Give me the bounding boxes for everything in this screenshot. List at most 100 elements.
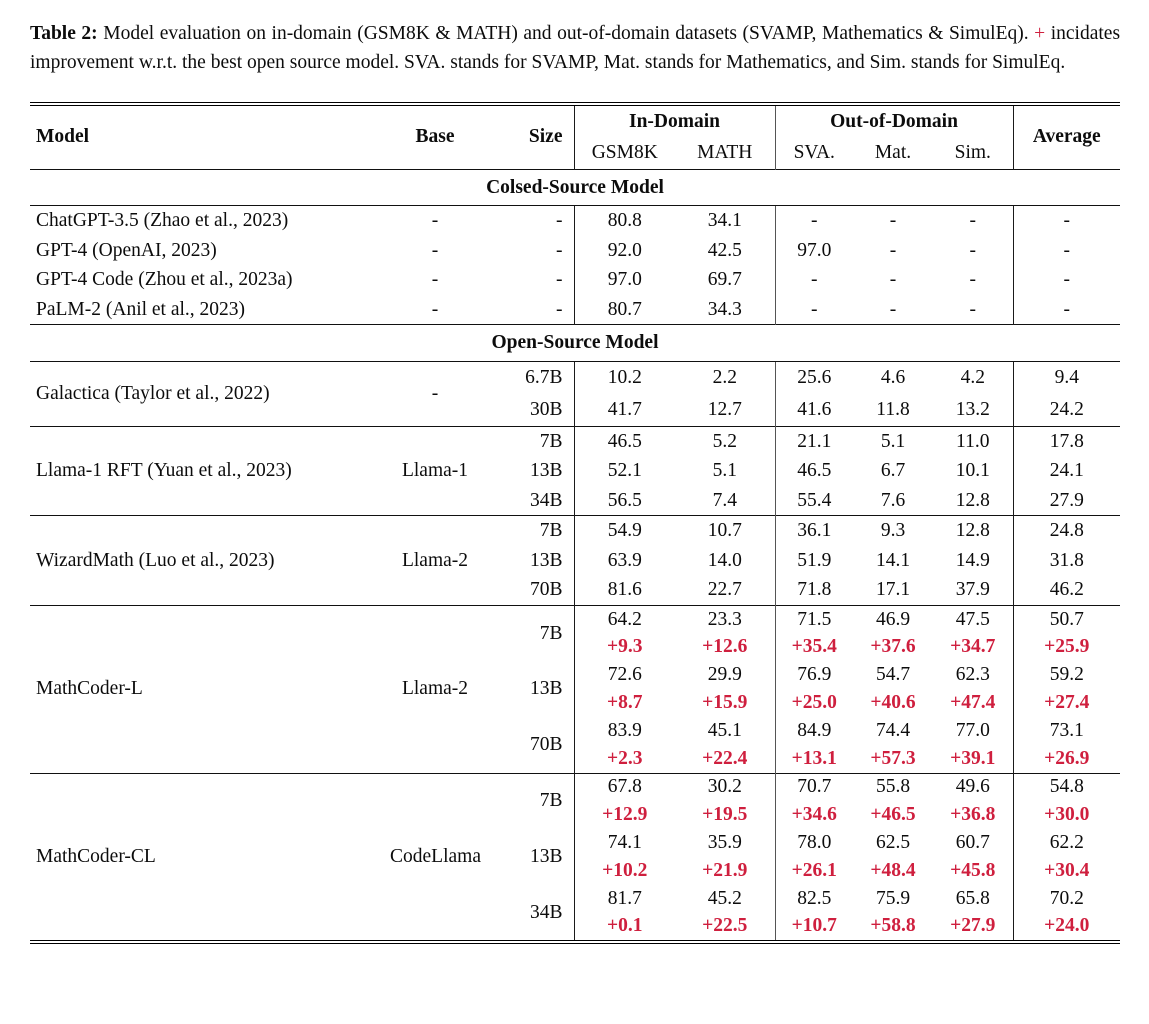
value-cell-mat: 62.5: [875, 832, 911, 854]
delta-cell-average: +30.0: [1012, 801, 1121, 830]
value-cell-sim: 12.8: [933, 515, 1014, 546]
improvement-row: +9.3 +12.6 +35.4 +37.6 +34.7 +25.9: [30, 633, 1121, 662]
table-row: 13B 63.9 14.0 51.9 14.1 14.9 31.8: [30, 545, 1121, 576]
table-row: Llama-1 RFT (Yuan et al., 2023) Llama-1 7B…: [30, 425, 1121, 516]
value-cell-gsm8k: 81.6: [573, 575, 675, 606]
size-cell: 34B: [529, 489, 563, 511]
value-cell-gsm8k: 56.5: [573, 485, 675, 516]
value-cell-average: 50.7: [1012, 604, 1121, 634]
value-cell-math: 45.2: [707, 887, 742, 909]
value-cell-sva: 71.5: [774, 604, 853, 634]
value-cell-sim: 13.2: [955, 398, 990, 420]
value-cell-math: 14.0: [707, 549, 742, 571]
value-cell-math: 10.7: [675, 515, 775, 546]
value-cell-mat: 55.8: [853, 772, 933, 802]
value-cell-math: 29.9: [707, 664, 742, 686]
value-cell-average: 24.8: [1012, 515, 1121, 546]
value-cell-sim: 77.0: [955, 719, 990, 741]
value-cell-gsm8k: 63.9: [573, 545, 675, 576]
value-cell-sim: 60.7: [955, 832, 990, 854]
value-cell-average: 31.8: [1012, 545, 1121, 576]
delta-cell-mat: +48.4: [870, 859, 916, 881]
value-cell-sim: 11.0: [933, 425, 1014, 457]
delta-cell-average: +30.4: [1012, 856, 1121, 885]
value-cell-sim: -: [969, 269, 977, 291]
value-cell-sva: -: [774, 265, 853, 295]
table-row: Galactica (Taylor et al., 2022) - 6.7B 10.2…: [30, 361, 1121, 404]
table-row: 34B 81.7 45.2 82.5 75.9 65.8 70.2: [30, 884, 1121, 923]
base-cell: -: [431, 210, 439, 232]
delta-cell-math: +12.6: [702, 636, 748, 658]
value-cell-average: 46.2: [1012, 575, 1121, 606]
table-row: 70B 81.6 22.7 71.8 17.1 37.9 46.2: [30, 575, 1121, 606]
delta-cell-sim: +39.1: [950, 747, 996, 769]
delta-cell-sim: +27.9: [950, 915, 996, 937]
table-row: GPT-4 (OpenAI, 2023) - -92.0 42.5 97.0- - -: [30, 235, 1121, 266]
column-group-in-domain: In-Domain: [573, 105, 775, 138]
table-header: Model Base Size In-Domain Out-of-Domain …: [30, 105, 1121, 170]
column-header-base: Base: [415, 126, 455, 148]
value-cell-average: 59.2: [1012, 661, 1121, 690]
value-cell-mat: 7.6: [880, 489, 906, 511]
table-row: WizardMath (Luo et al., 2023) Llama-2 7B 54…: [30, 515, 1121, 606]
delta-cell-sva: +34.6: [774, 801, 853, 830]
delta-cell-mat: +46.5: [870, 804, 916, 826]
column-header-math: MATH: [697, 142, 753, 164]
value-cell-mat: 74.4: [875, 719, 911, 741]
value-cell-gsm8k: 64.2: [573, 604, 675, 634]
value-cell-sva: 55.4: [774, 485, 853, 516]
value-cell-math: 35.9: [707, 832, 742, 854]
size-cell: 13B: [529, 678, 563, 700]
base-cell: Llama-2: [390, 604, 480, 774]
value-cell-sim: 14.9: [955, 549, 990, 571]
section-header-row: Colsed-Source Model: [30, 168, 1121, 207]
table-row: 13B 52.1 5.1 46.5 6.7 10.1 24.1: [30, 456, 1121, 486]
model-cell: ChatGPT-3.5 (Zhao et al., 2023): [36, 210, 289, 232]
size-cell: 30B: [529, 398, 563, 420]
base-cell: Llama-2: [390, 515, 480, 606]
value-cell-mat: 5.1: [853, 425, 933, 457]
delta-cell-mat: +57.3: [870, 747, 916, 769]
improvement-row: +10.2 +21.9 +26.1 +48.4 +45.8 +30.4: [30, 856, 1121, 885]
delta-cell-math: +22.4: [702, 747, 748, 769]
delta-cell-sva: +26.1: [774, 856, 853, 885]
section-title: Open-Source Model: [30, 324, 1121, 362]
improvement-row: +12.9 +19.5 +34.6 +46.5 +36.8 +30.0: [30, 801, 1121, 830]
delta-cell-average: +27.4: [1012, 689, 1121, 717]
size-cell: 13B: [529, 549, 563, 571]
value-cell-sva: 71.8: [774, 575, 853, 606]
table-row: GPT-4 Code (Zhou et al., 2023a) - -97.0 69.…: [30, 265, 1121, 295]
delta-cell-sim: +47.4: [950, 692, 996, 714]
value-cell-gsm8k: 74.1: [573, 829, 675, 857]
delta-cell-gsm8k: +0.1: [573, 912, 675, 941]
base-cell: -: [431, 298, 439, 320]
value-cell-sim: -: [969, 298, 977, 320]
size-cell: 13B: [529, 460, 563, 482]
delta-cell-gsm8k: +10.2: [573, 856, 675, 885]
value-cell-average: 17.8: [1012, 425, 1121, 457]
column-header-model: Model: [36, 126, 90, 148]
table-caption: Table 2: Model evaluation on in-domain (…: [30, 20, 1120, 77]
value-cell-mat: 17.1: [875, 579, 911, 601]
value-cell-math: 5.2: [675, 425, 775, 457]
value-cell-average: 24.2: [1012, 393, 1121, 427]
evaluation-table: Model Base Size In-Domain Out-of-Domain …: [30, 105, 1121, 941]
value-cell-sim: 4.2: [960, 366, 985, 388]
table-row: 34B 56.5 7.4 55.4 7.6 12.8 27.9: [30, 485, 1121, 516]
model-cell: WizardMath (Luo et al., 2023): [30, 515, 390, 606]
value-cell-mat: 6.7: [880, 460, 906, 482]
delta-cell-sim: +34.7: [950, 636, 996, 658]
column-header-mat: Mat.: [874, 142, 912, 164]
value-cell-mat: 4.6: [880, 366, 906, 388]
table-row: 30B 41.7 12.7 41.6 11.8 13.2 24.2: [30, 393, 1121, 427]
delta-cell-average: +24.0: [1012, 912, 1121, 941]
delta-cell-sva: +25.0: [774, 689, 853, 717]
value-cell-sim: 49.6: [933, 772, 1014, 802]
model-cell: MathCoder-CL: [30, 772, 390, 941]
value-cell-average: -: [1012, 235, 1121, 266]
value-cell-math: 42.5: [707, 239, 742, 261]
delta-cell-gsm8k: +9.3: [573, 633, 675, 662]
delta-cell-sva: +13.1: [774, 744, 853, 774]
delta-cell-math: +15.9: [702, 692, 748, 714]
value-cell-mat: -: [889, 298, 897, 320]
